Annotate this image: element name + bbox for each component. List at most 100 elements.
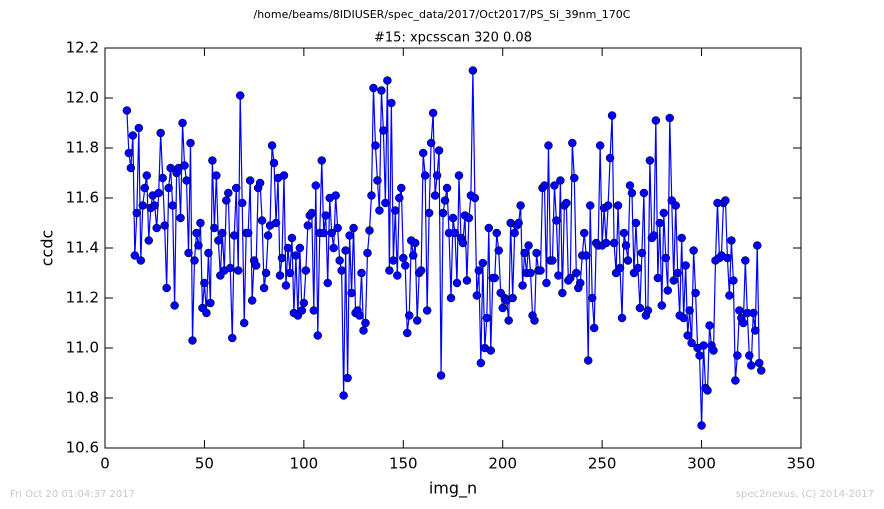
data-point [375, 206, 384, 215]
data-point [401, 261, 410, 270]
data-point [373, 176, 382, 185]
data-point [468, 66, 478, 75]
data-point [657, 301, 667, 310]
data-point [729, 276, 738, 285]
data-point [532, 248, 541, 258]
data-point [544, 141, 553, 150]
data-point [595, 141, 605, 150]
data-point [568, 138, 577, 148]
data-point [313, 331, 323, 340]
data-point [703, 386, 712, 395]
data-point [741, 256, 750, 265]
data-point [355, 311, 364, 320]
data-point [387, 98, 396, 108]
data-point [689, 246, 698, 255]
data-point [192, 228, 201, 238]
data-point [609, 238, 619, 248]
data-point [645, 156, 655, 165]
data-point [267, 141, 277, 150]
data-point [679, 313, 688, 323]
data-point [432, 171, 442, 180]
data-point [478, 258, 488, 268]
data-point [601, 238, 611, 248]
data-point [735, 306, 744, 315]
data-point [233, 266, 243, 275]
data-point [576, 278, 585, 288]
x-tick-label: 100 [290, 455, 319, 473]
data-point [321, 211, 330, 220]
data-point [357, 268, 366, 278]
chart-title: #15: xpcsscan 320 0.08 [374, 31, 532, 46]
data-point [422, 306, 432, 315]
y-tick-label: 11.2 [66, 289, 99, 307]
data-point [452, 278, 462, 288]
data-point [623, 256, 633, 265]
data-point [605, 153, 615, 163]
data-point [677, 233, 686, 243]
data-point [200, 278, 209, 288]
data-point [377, 86, 386, 95]
data-point [285, 268, 295, 278]
file-path: /home/beams/8IDIUSER/spec_data/2017/Oct2… [254, 8, 631, 21]
data-point [150, 201, 159, 210]
data-point [190, 256, 199, 265]
data-point [739, 318, 748, 328]
y-tick-label: 12.2 [66, 39, 99, 57]
data-point [287, 233, 297, 243]
data-point [733, 351, 742, 360]
data-point [589, 323, 599, 333]
data-point [331, 191, 340, 200]
timestamp: Fri Oct 20 01:04:37 2017 [10, 489, 135, 500]
data-point [669, 276, 678, 285]
data-point [138, 201, 148, 210]
y-tick-label: 10.8 [66, 389, 99, 407]
y-tick-label: 11.6 [66, 189, 99, 207]
data-point [671, 201, 680, 210]
data-point [635, 303, 645, 313]
data-point [556, 176, 565, 185]
data-point [263, 231, 273, 240]
data-point [182, 176, 191, 185]
x-tick-label: 0 [100, 455, 110, 473]
data-point [438, 208, 448, 218]
data-point [756, 366, 766, 375]
data-point [572, 268, 581, 278]
data-point [583, 356, 593, 365]
y-tick-label: 10.6 [66, 439, 99, 457]
data-point [365, 226, 374, 235]
data-point [753, 241, 762, 250]
data-point [152, 223, 161, 233]
data-point [510, 228, 519, 238]
y-axis-label: ccdc [38, 230, 57, 267]
data-point [454, 171, 464, 180]
data-point [124, 148, 134, 158]
data-point [470, 193, 480, 203]
data-point [299, 298, 309, 308]
data-point [160, 221, 169, 230]
x-tick-label: 200 [488, 455, 517, 473]
data-point [754, 358, 764, 368]
data-point [212, 171, 221, 180]
data-point [681, 261, 690, 270]
data-point [474, 266, 484, 275]
data-point [687, 338, 696, 348]
data-point [323, 278, 332, 288]
data-point [311, 181, 321, 190]
data-point [619, 228, 629, 238]
data-point [363, 248, 372, 258]
data-point [558, 288, 567, 298]
data-point [319, 228, 328, 238]
x-tick-label: 250 [588, 455, 617, 473]
data-point [554, 271, 563, 280]
data-point [518, 281, 527, 290]
data-point [587, 293, 597, 303]
data-point [271, 218, 281, 228]
data-point [237, 198, 247, 208]
data-point [228, 333, 237, 343]
y-tick-label: 11.8 [66, 139, 99, 157]
data-point [723, 253, 732, 263]
data-point [683, 331, 692, 340]
data-point [333, 223, 342, 233]
y-tick-label: 11.0 [66, 339, 99, 357]
data-point [442, 183, 452, 193]
